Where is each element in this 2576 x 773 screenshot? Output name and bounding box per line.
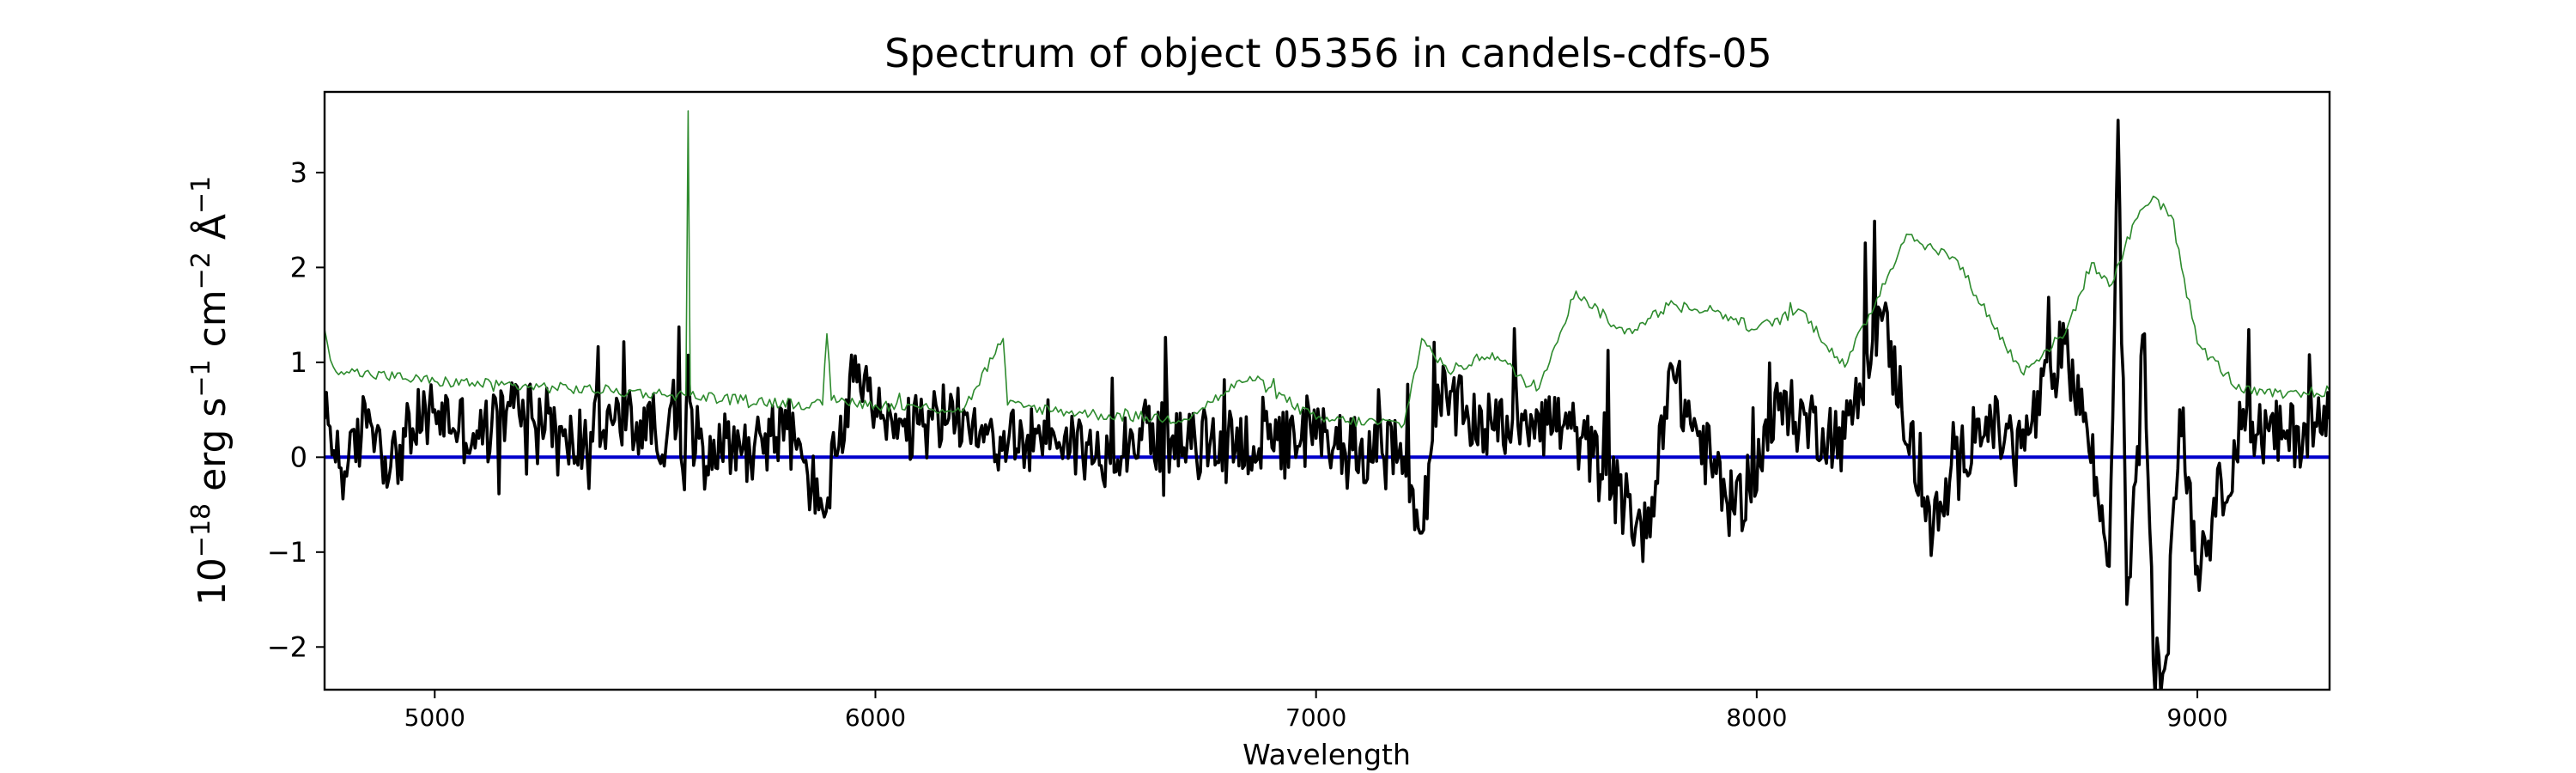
- x-axis-label: Wavelength: [1242, 738, 1411, 771]
- series-layer: [325, 110, 2330, 690]
- x-tick-label: 9000: [2166, 703, 2227, 732]
- y-label-exp: −18: [186, 503, 216, 557]
- y-label-base: 10: [191, 557, 234, 606]
- y-label-exp-b: −2: [186, 252, 216, 289]
- y-label-exp-c: −1: [186, 176, 216, 214]
- x-tick-label: 8000: [1726, 703, 1787, 732]
- error-series-line: [325, 110, 2330, 429]
- y-label-exp-a: −1: [186, 359, 216, 397]
- y-tick-label: 1: [290, 346, 307, 379]
- y-tick-label: −1: [267, 536, 307, 569]
- y-tick-label: 3: [290, 156, 307, 189]
- plot-frame: [323, 90, 2331, 691]
- y-axis-label: 10−18 erg s−1 cm−2 Å−1: [186, 176, 234, 606]
- y-label-unit-a: erg s: [191, 398, 234, 503]
- chart-title: Spectrum of object 05356 in candels-cdfs…: [884, 30, 1772, 76]
- y-axis: −2 −1 0 1 2 3: [267, 156, 325, 663]
- y-label-unit-b: cm: [191, 289, 234, 359]
- y-label-unit-c: Å: [189, 214, 234, 252]
- flux-series-line: [325, 119, 2330, 690]
- x-tick-label: 6000: [845, 703, 906, 732]
- y-tick-label: 2: [290, 251, 307, 283]
- x-tick-label: 7000: [1285, 703, 1346, 732]
- x-tick-label: 5000: [404, 703, 465, 732]
- y-tick-label: 0: [290, 441, 307, 473]
- x-axis: 5000 6000 7000 8000 9000: [404, 690, 2228, 732]
- y-tick-label: −2: [267, 630, 307, 663]
